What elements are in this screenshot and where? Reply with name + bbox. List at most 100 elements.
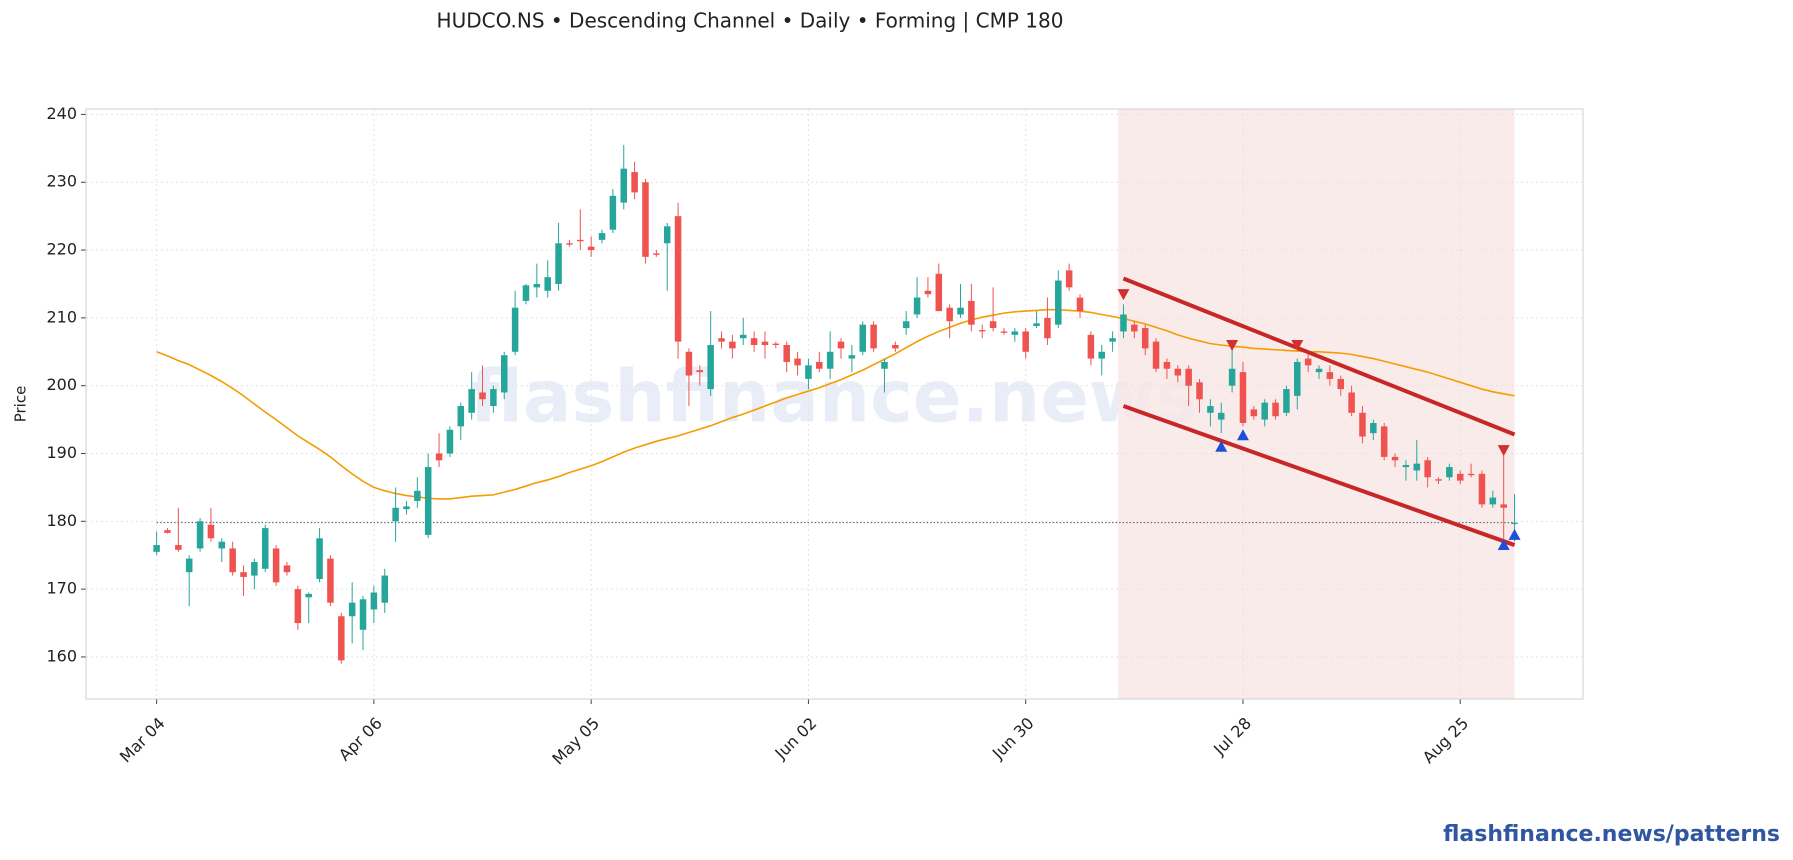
- candle-body: [750, 338, 758, 345]
- peak-marker: [1117, 289, 1130, 301]
- candle-body: [272, 548, 280, 583]
- candle-body: [1402, 465, 1410, 468]
- candle-body: [1380, 426, 1388, 457]
- candle-body: [1044, 317, 1051, 339]
- candle-body: [164, 530, 171, 533]
- candle-body: [978, 330, 986, 332]
- x-tick-label: Jun 02: [771, 714, 821, 764]
- candle-body: [892, 345, 899, 349]
- plot-frame: [85, 108, 1584, 700]
- peak-marker: [1226, 340, 1239, 351]
- candle-body: [1326, 372, 1334, 379]
- candle-body: [1076, 297, 1084, 312]
- candle-body: [500, 355, 508, 393]
- candle-body: [805, 365, 812, 379]
- candle-body: [902, 321, 910, 329]
- candle-body: [316, 538, 323, 579]
- candle-body: [1087, 334, 1095, 359]
- y-tick-label: 160: [46, 646, 77, 665]
- candle-body: [185, 558, 193, 573]
- y-tick-label: 210: [46, 307, 77, 326]
- candle-body: [1228, 368, 1236, 386]
- candle-body: [739, 334, 747, 339]
- candle-body: [674, 216, 682, 342]
- candle-body: [359, 599, 367, 630]
- candle-body: [1217, 412, 1225, 420]
- candle-body: [1467, 473, 1475, 476]
- x-tick-label: Mar 04: [116, 714, 169, 767]
- candle-body: [348, 602, 356, 617]
- footer: flashfinance.news/patterns: [1443, 822, 1780, 847]
- candle-body: [772, 343, 780, 345]
- candle-body: [207, 524, 215, 539]
- trough-marker: [1215, 440, 1228, 452]
- candle-body: [1283, 389, 1290, 413]
- watermark: flashfinance.news: [470, 355, 1199, 439]
- candle-body: [1011, 331, 1019, 335]
- candle-body: [816, 361, 823, 369]
- chart-title: HUDCO.NS • Descending Channel • Daily • …: [437, 9, 1064, 33]
- candle-body: [381, 575, 389, 603]
- candle-body: [1337, 378, 1345, 390]
- candle-body: [826, 351, 834, 369]
- candle-body: [327, 558, 334, 603]
- candle-body: [1511, 522, 1518, 525]
- candle-body: [696, 370, 704, 373]
- candle-body: [913, 297, 921, 315]
- candle-body: [511, 307, 519, 352]
- candle-body: [240, 572, 247, 577]
- candle-body: [837, 341, 845, 349]
- candle-body: [283, 565, 291, 573]
- y-axis-label: Price: [12, 386, 30, 423]
- candle-body: [1000, 331, 1008, 333]
- candle-body: [609, 195, 617, 230]
- candle-body: [175, 545, 182, 550]
- candle-body: [859, 324, 867, 352]
- candle-body: [642, 182, 649, 257]
- candle-body: [522, 285, 530, 301]
- candle-body: [1174, 368, 1182, 376]
- peak-marker: [1497, 445, 1510, 457]
- candle-body: [598, 233, 606, 240]
- candle-body: [1315, 368, 1323, 373]
- candle-body: [261, 528, 269, 569]
- candle-body: [653, 253, 660, 255]
- candle-body: [457, 406, 465, 427]
- candle-body: [761, 341, 769, 345]
- candle-body: [1185, 368, 1192, 386]
- candle-body: [1413, 463, 1421, 471]
- candle-body: [446, 429, 454, 454]
- candle-body: [631, 172, 638, 193]
- candle-body: [1109, 338, 1116, 342]
- candle-body: [435, 453, 443, 461]
- candle-body: [1261, 402, 1268, 420]
- candle-body: [490, 389, 497, 407]
- candle-body: [1304, 358, 1312, 366]
- candle-body: [924, 290, 932, 295]
- candle-body: [1131, 324, 1138, 332]
- candle-body: [718, 338, 725, 342]
- candle-body: [685, 351, 693, 376]
- candle-body: [783, 345, 790, 362]
- candle-body: [848, 355, 856, 359]
- candle-body: [1141, 328, 1149, 349]
- x-tick-label: Jul 28: [1209, 714, 1255, 760]
- y-tick-label: 180: [46, 511, 77, 530]
- y-tick-label: 240: [46, 104, 77, 123]
- candle-body: [1424, 460, 1431, 478]
- candle-body: [544, 277, 551, 291]
- x-tick-label: May 05: [548, 714, 603, 769]
- candle-body: [1250, 409, 1258, 417]
- candle-body: [370, 592, 378, 610]
- candle-body: [1456, 473, 1464, 481]
- channel-upper: [1122, 276, 1516, 437]
- trough-marker: [1508, 528, 1521, 540]
- candle-body: [1489, 497, 1497, 505]
- candle-body: [620, 168, 628, 203]
- candle-body: [1294, 361, 1301, 396]
- candle-body: [729, 341, 736, 349]
- trough-marker: [1236, 429, 1249, 441]
- candle-body: [1478, 473, 1486, 505]
- candle-body: [989, 321, 997, 329]
- candle-body: [935, 273, 943, 312]
